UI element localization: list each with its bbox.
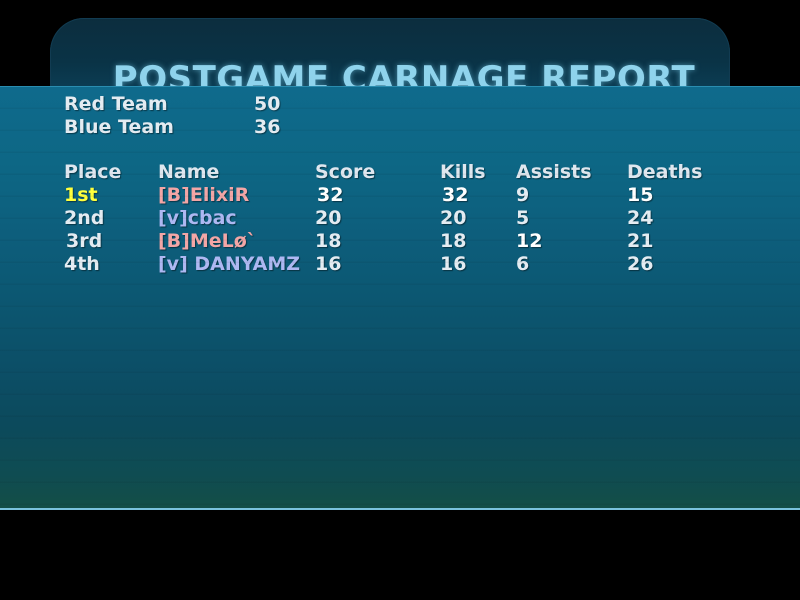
player-kills: 32 bbox=[442, 184, 469, 206]
column-header-name: Name bbox=[158, 161, 220, 183]
team-name-blue: Blue Team bbox=[64, 116, 174, 138]
player-score: 16 bbox=[315, 253, 342, 275]
player-name: [B]ElixiR bbox=[158, 184, 250, 206]
carnage-report-panel: Red Team 50 Blue Team 36 Place Name Scor… bbox=[0, 86, 800, 510]
player-place: 4th bbox=[64, 253, 100, 275]
player-score: 18 bbox=[315, 230, 342, 252]
column-header-place: Place bbox=[64, 161, 122, 183]
team-name-red: Red Team bbox=[64, 93, 168, 115]
column-header-deaths: Deaths bbox=[627, 161, 703, 183]
player-name: [v]cbac bbox=[158, 207, 237, 229]
player-kills: 16 bbox=[440, 253, 467, 275]
player-kills: 20 bbox=[440, 207, 467, 229]
player-assists: 5 bbox=[516, 207, 530, 229]
player-deaths: 26 bbox=[627, 253, 654, 275]
player-deaths: 24 bbox=[627, 207, 654, 229]
player-score: 32 bbox=[317, 184, 344, 206]
player-assists: 6 bbox=[516, 253, 530, 275]
column-header-assists: Assists bbox=[516, 161, 592, 183]
player-deaths: 15 bbox=[627, 184, 654, 206]
player-place: 3rd bbox=[66, 230, 103, 252]
player-assists: 12 bbox=[516, 230, 543, 252]
player-place: 1st bbox=[64, 184, 98, 206]
player-name: [v] DANYAMZ bbox=[158, 253, 301, 275]
player-kills: 18 bbox=[440, 230, 467, 252]
player-assists: 9 bbox=[516, 184, 530, 206]
player-name: [B]MeLø` bbox=[158, 230, 257, 252]
team-score-blue: 36 bbox=[254, 116, 281, 138]
player-deaths: 21 bbox=[627, 230, 654, 252]
player-place: 2nd bbox=[64, 207, 105, 229]
player-score: 20 bbox=[315, 207, 342, 229]
title-tab: POSTGAME CARNAGE REPORT bbox=[50, 18, 730, 98]
column-header-kills: Kills bbox=[440, 161, 486, 183]
column-header-score: Score bbox=[315, 161, 376, 183]
team-score-red: 50 bbox=[254, 93, 281, 115]
